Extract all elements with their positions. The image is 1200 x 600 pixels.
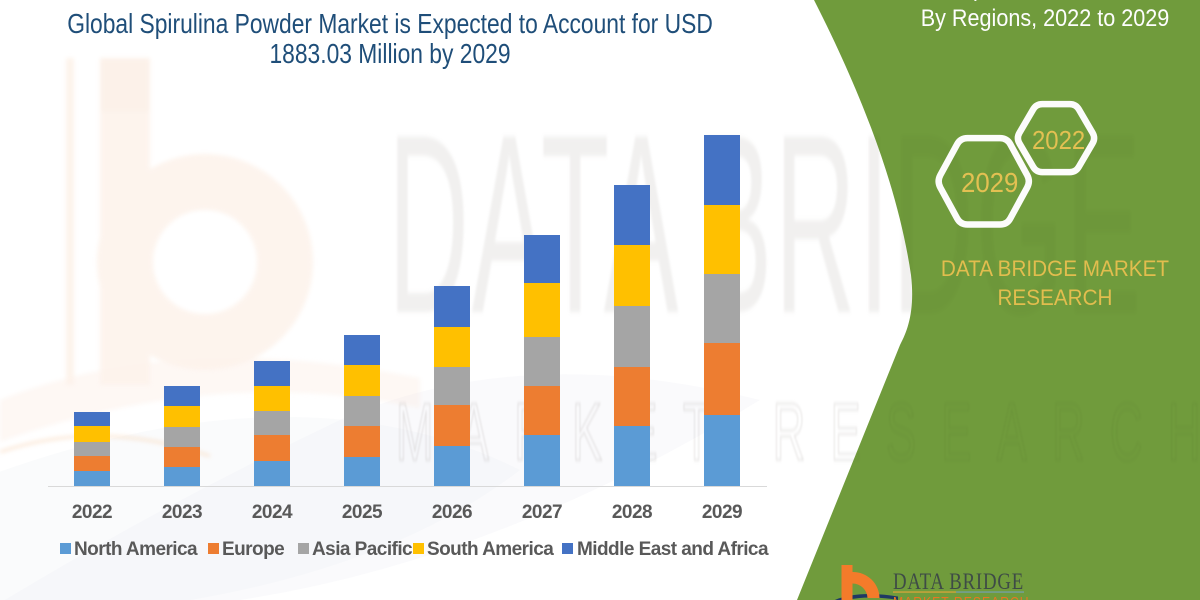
svg-text:MARKET RESEARCH: MARKET RESEARCH <box>893 594 1030 600</box>
svg-text:DATA BRIDGE: DATA BRIDGE <box>893 568 1024 595</box>
